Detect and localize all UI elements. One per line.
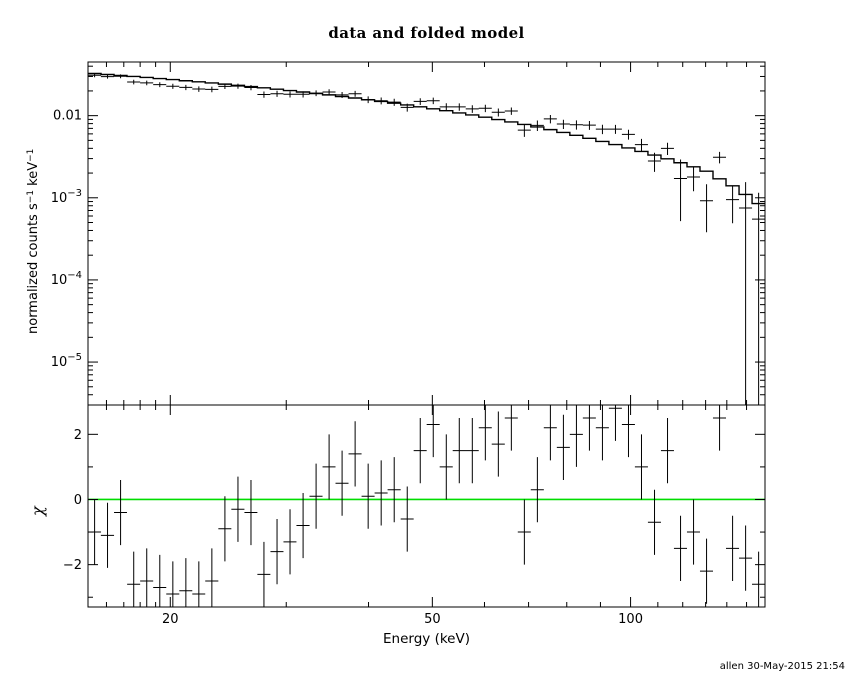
svg-text:50: 50	[424, 612, 441, 627]
x-axis-label: Energy (keV)	[383, 631, 470, 647]
tick-labels: 20 50 100 0.01 10−3 10−4 10−5 −2 0 2	[51, 109, 643, 627]
svg-text:0.01: 0.01	[53, 109, 82, 124]
svg-text:100: 100	[618, 612, 643, 627]
svg-text:2: 2	[74, 428, 82, 443]
plot-timestamp: allen 30-May-2015 21:54	[719, 661, 845, 672]
svg-text:10−3: 10−3	[51, 188, 82, 206]
svg-text:10−5: 10−5	[51, 352, 82, 370]
svg-text:0: 0	[74, 493, 82, 508]
svg-text:−2: −2	[63, 558, 82, 573]
chi-residual-points	[88, 405, 765, 607]
folded-model-line	[88, 72, 765, 205]
axes-frame	[87, 61, 766, 608]
svg-text:10−4: 10−4	[51, 270, 82, 288]
svg-text:20: 20	[162, 612, 179, 627]
page-title: data and folded model	[328, 24, 525, 42]
spectrum-data-points	[88, 73, 765, 405]
y-axis-label-chi: χ	[28, 506, 47, 516]
y-axis-label-top: normalized counts s−1 keV−1	[26, 148, 41, 334]
